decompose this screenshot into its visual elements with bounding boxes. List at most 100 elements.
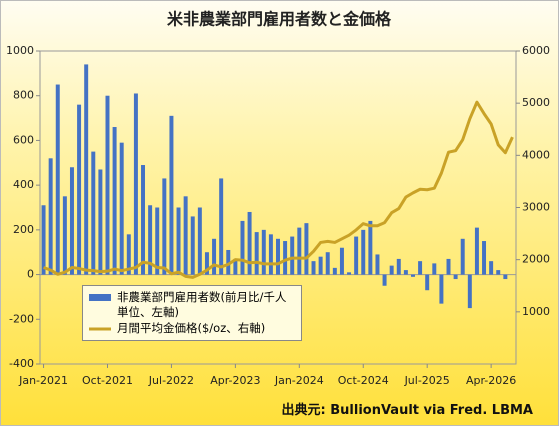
bar: [41, 205, 46, 275]
bar: [354, 236, 359, 275]
bar: [98, 169, 103, 275]
source-note: 出典元: BullionVault via Fred. LBMA: [281, 403, 533, 418]
x-tick-label: Apr-2023: [210, 374, 260, 387]
bar: [418, 261, 423, 275]
bar: [105, 95, 110, 275]
bar: [503, 274, 508, 280]
legend-swatch-graphic: [89, 294, 111, 301]
y2-tick-label: 6000: [522, 44, 550, 57]
bar: [446, 258, 451, 275]
bar: [283, 241, 288, 275]
bar: [496, 270, 501, 275]
bar: [219, 178, 224, 275]
bar: [119, 142, 124, 275]
bar: [460, 238, 465, 275]
bar: [69, 167, 74, 275]
bar: [254, 232, 259, 275]
x-tick-label: Jul-2022: [148, 374, 194, 387]
bar: [148, 205, 153, 275]
bar: [126, 234, 131, 275]
bar: [339, 247, 344, 275]
x-tick-label: Oct-2024: [338, 374, 389, 387]
bar: [375, 254, 380, 275]
bar: [368, 220, 373, 275]
line: [43, 100, 514, 279]
bar: [155, 207, 160, 275]
bar: [410, 274, 415, 277]
y-tick-label: 0: [27, 268, 34, 281]
bar: [169, 115, 174, 275]
bar: [240, 220, 245, 275]
y2-tick-label: 4000: [522, 148, 550, 161]
y2-tick-label: 2000: [522, 253, 550, 266]
bar: [318, 256, 323, 275]
x-tick-label: Apr-2026: [466, 374, 516, 387]
bar: [276, 238, 280, 275]
bar: [133, 93, 138, 275]
bar: [389, 265, 394, 275]
bar: [311, 261, 316, 275]
bar: [347, 272, 352, 275]
legend-label: 月間平均金価格($/oz、右軸): [117, 321, 266, 335]
y-tick-label: 400: [13, 178, 34, 191]
y2-tick-label: 3000: [522, 201, 550, 214]
bar: [325, 252, 330, 275]
y-tick-label: -400: [9, 357, 34, 370]
bar: [176, 207, 181, 275]
bar: [212, 238, 217, 275]
legend: 非農業部門雇用者数(前月比/千人単位、左軸) 月間平均金価格($/oz、右軸): [82, 285, 302, 341]
bar: [396, 258, 401, 275]
x-tick-label: Oct-2021: [82, 374, 133, 387]
bar: [162, 178, 167, 275]
y-tick-label: 1000: [6, 44, 34, 57]
bar: [62, 196, 67, 275]
y2-tick-label: 1000: [522, 305, 550, 318]
bar: [261, 229, 266, 275]
chart-title: 米非農業部門雇用者数と金価格: [167, 10, 392, 29]
legend-marker: [89, 294, 111, 301]
bar: [77, 104, 82, 275]
bar: [91, 151, 96, 275]
legend-entry: 月間平均金価格($/oz、右軸): [87, 321, 297, 336]
bar: [290, 236, 295, 275]
y-tick-label: 200: [13, 223, 34, 236]
bar: [332, 267, 337, 275]
bar: [190, 216, 195, 275]
bar: [197, 207, 202, 275]
legend-swatch: [87, 321, 113, 336]
bar: [432, 263, 437, 275]
bar: [474, 227, 479, 275]
bar: [382, 274, 387, 286]
y-tick-label: 600: [13, 133, 34, 146]
legend-swatch-graphic: [89, 327, 111, 331]
y2-tick-label: 5000: [522, 96, 550, 109]
x-tick-label: Jan-2021: [18, 374, 68, 387]
bar: [403, 270, 408, 275]
y-tick-label: -200: [9, 312, 34, 325]
legend-swatch: [87, 290, 113, 305]
y-tick-label: 800: [13, 89, 34, 102]
bar: [112, 127, 117, 275]
bar: [204, 252, 209, 275]
bar: [84, 64, 89, 275]
bar: [141, 165, 146, 275]
x-tick-label: Jan-2024: [274, 374, 324, 387]
bar: [425, 274, 430, 291]
bar: [453, 274, 458, 280]
bar: [247, 211, 252, 275]
bar: [304, 223, 309, 275]
bar: [467, 274, 472, 309]
bar: [482, 241, 487, 275]
bar: [439, 274, 444, 304]
legend-entry: 非農業部門雇用者数(前月比/千人単位、左軸): [87, 290, 297, 320]
legend-label: 非農業部門雇用者数(前月比/千人単位、左軸): [117, 290, 287, 319]
bar: [226, 249, 231, 275]
bar: [233, 258, 238, 275]
bar: [297, 227, 302, 275]
bar: [268, 234, 273, 275]
x-tick-label: Jul-2025: [404, 374, 450, 387]
bar: [48, 158, 53, 275]
bar: [361, 229, 366, 275]
